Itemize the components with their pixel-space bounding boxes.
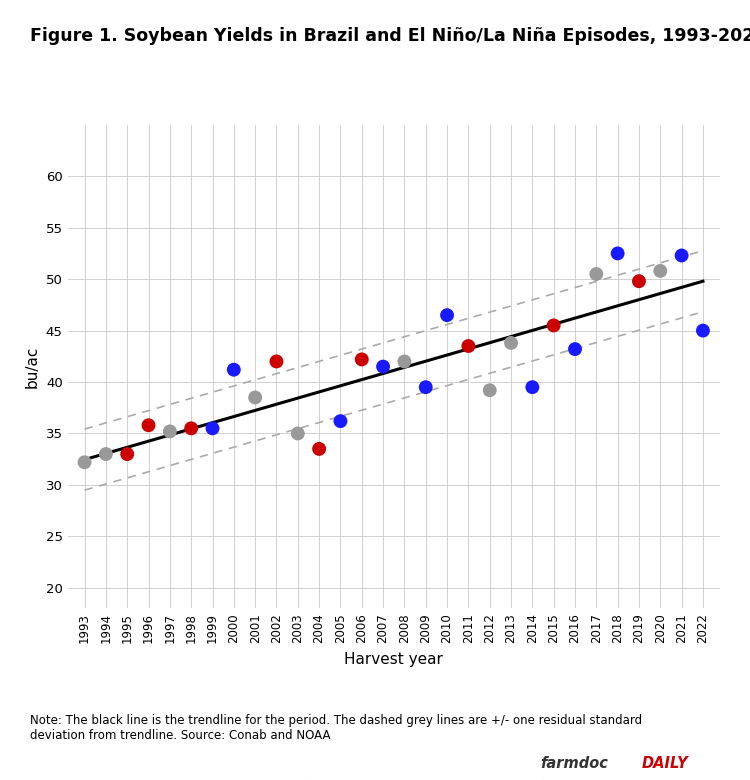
Point <box>612 247 624 260</box>
Point <box>441 309 453 321</box>
Point <box>484 384 496 396</box>
Point <box>569 343 581 356</box>
X-axis label: Harvest year: Harvest year <box>344 651 443 667</box>
Text: Note: The black line is the trendline for the period. The dashed grey lines are : Note: The black line is the trendline fo… <box>30 714 642 742</box>
Point <box>590 268 602 280</box>
Point <box>292 427 304 440</box>
Point <box>356 353 368 366</box>
Point <box>185 422 197 434</box>
Point <box>654 264 666 277</box>
Text: DAILY: DAILY <box>641 756 688 771</box>
Point <box>79 456 91 469</box>
Point <box>100 448 112 460</box>
Point <box>697 324 709 337</box>
Point <box>633 275 645 288</box>
Point <box>142 419 154 431</box>
Point <box>676 250 688 262</box>
Point <box>206 422 218 434</box>
Point <box>164 425 176 438</box>
Point <box>271 355 283 367</box>
Point <box>228 363 240 376</box>
Legend: EL NIÑO, NEUTRAL, LA NIÑA: EL NIÑO, NEUTRAL, LA NIÑA <box>225 778 562 780</box>
Point <box>548 319 560 332</box>
Point <box>526 381 538 393</box>
Point <box>122 448 134 460</box>
Point <box>463 340 475 353</box>
Y-axis label: bu/ac: bu/ac <box>25 346 40 388</box>
Text: Figure 1. Soybean Yields in Brazil and El Niño/La Niña Episodes, 1993-2022: Figure 1. Soybean Yields in Brazil and E… <box>30 27 750 45</box>
Point <box>420 381 432 393</box>
Point <box>377 360 389 373</box>
Point <box>334 415 346 427</box>
Point <box>505 337 517 349</box>
Point <box>249 392 261 404</box>
Text: farmdoc: farmdoc <box>540 756 608 771</box>
Point <box>313 443 325 456</box>
Point <box>398 355 410 367</box>
